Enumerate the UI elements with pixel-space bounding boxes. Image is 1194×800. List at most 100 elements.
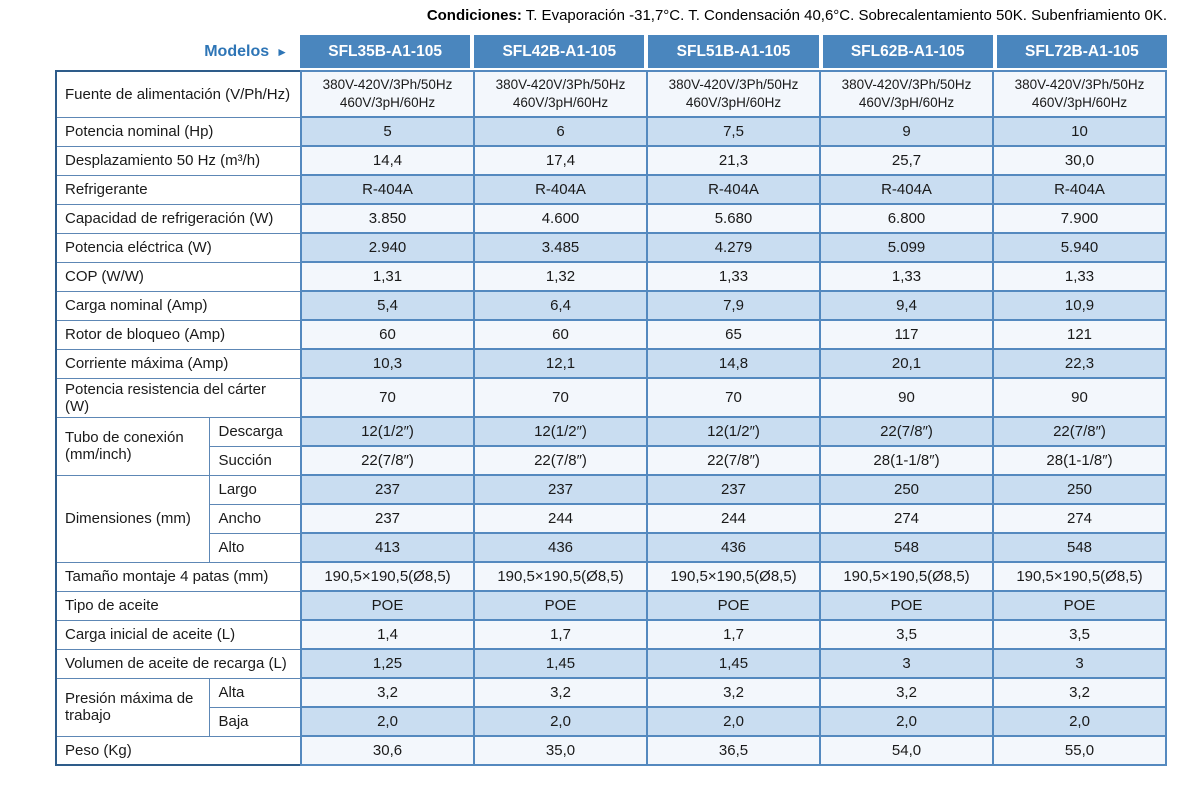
- sub-label: Alto: [208, 532, 302, 563]
- row-label: Potencia nominal (Hp): [55, 116, 302, 147]
- sub-label: Alta: [208, 677, 302, 708]
- table-row: Alto 413 436 436 548 548: [56, 532, 1167, 563]
- row-label: Potencia resistencia del cárter (W): [55, 377, 302, 418]
- value-cell: POE: [992, 590, 1167, 621]
- table-row: Rotor de bloqueo (Amp) 60 60 65 117 121: [55, 319, 1167, 350]
- table-row: Carga inicial de aceite (L) 1,4 1,7 1,7 3,5 3…: [55, 619, 1167, 650]
- value-cell: 22(7/8″): [646, 445, 821, 476]
- value-cell: R-404A: [992, 174, 1167, 205]
- value-cell: 7,5: [646, 116, 821, 147]
- value-cell: POE: [646, 590, 821, 621]
- value-cell: 60: [473, 319, 648, 350]
- value-cell: POE: [473, 590, 648, 621]
- value-cell: 3,2: [992, 677, 1167, 708]
- value-line: 380V-420V/3Ph/50Hz: [668, 77, 799, 93]
- value-cell: 5.940: [992, 232, 1167, 263]
- models-label: Modelos: [204, 42, 270, 60]
- value-cell: 237: [300, 474, 475, 505]
- table-row: Capacidad de refrigeración (W) 3.850 4.600…: [55, 203, 1167, 234]
- value-cell: 6: [473, 116, 648, 147]
- value-cell: 12(1/2″): [300, 416, 475, 447]
- value-cell: 28(1-1/8″): [819, 445, 994, 476]
- value-cell: 2,0: [473, 706, 648, 737]
- value-cell: 274: [819, 503, 994, 534]
- value-cell: R-404A: [473, 174, 648, 205]
- value-cell: 6,4: [473, 290, 648, 321]
- value-cell: 1,25: [300, 648, 475, 679]
- value-line: 460V/3pH/60Hz: [858, 95, 955, 110]
- table-row: Dimensiones (mm) Largo 237 237 237 250 250: [55, 474, 1167, 563]
- row-label: Capacidad de refrigeración (W): [55, 203, 302, 234]
- value-cell: 121: [992, 319, 1167, 350]
- value-cell: 3,5: [992, 619, 1167, 650]
- conditions-text: T. Evaporación -31,7°C. T. Condensación …: [521, 7, 1167, 24]
- value-cell: 380V-420V/3Ph/50Hz 460V/3pH/60Hz: [819, 70, 994, 118]
- value-cell: 25,7: [819, 145, 994, 176]
- value-cell: 2,0: [819, 706, 994, 737]
- value-cell: 6.800: [819, 203, 994, 234]
- row-label: Carga nominal (Amp): [55, 290, 302, 321]
- value-cell: 4.600: [473, 203, 648, 234]
- model-header-cell: SFL35B-A1-105: [300, 35, 471, 68]
- row-label: Tipo de aceite: [55, 590, 302, 621]
- table-row: Presión máxima de trabajo Alta 3,2 3,2 3,2 3,…: [55, 677, 1167, 737]
- value-cell: 22,3: [992, 348, 1167, 379]
- value-cell: 65: [646, 319, 821, 350]
- row-label: Volumen de aceite de recarga (L): [55, 648, 302, 679]
- value-cell: 30,0: [992, 145, 1167, 176]
- value-line: 460V/3pH/60Hz: [512, 95, 609, 110]
- value-cell: POE: [819, 590, 994, 621]
- value-cell: 14,8: [646, 348, 821, 379]
- value-cell: 20,1: [819, 348, 994, 379]
- value-line: 460V/3pH/60Hz: [685, 95, 782, 110]
- value-cell: 2,0: [992, 706, 1167, 737]
- value-cell: 54,0: [819, 735, 994, 766]
- value-cell: 380V-420V/3Ph/50Hz 460V/3pH/60Hz: [473, 70, 648, 118]
- value-cell: 1,7: [473, 619, 648, 650]
- value-cell: 3,5: [819, 619, 994, 650]
- value-cell: 9,4: [819, 290, 994, 321]
- table-row: Volumen de aceite de recarga (L) 1,25 1,45…: [55, 648, 1167, 679]
- value-cell: 5: [300, 116, 475, 147]
- spec-table: Fuente de alimentación (V/Ph/Hz) 380V-420…: [55, 70, 1167, 766]
- value-cell: 14,4: [300, 145, 475, 176]
- model-header-cell: SFL62B-A1-105: [822, 35, 993, 68]
- model-header-row: Modelos ► SFL35B-A1-105 SFL42B-A1-105 SF…: [55, 35, 1168, 68]
- value-cell: 10,3: [300, 348, 475, 379]
- row-label: Rotor de bloqueo (Amp): [55, 319, 302, 350]
- value-cell: 12(1/2″): [473, 416, 648, 447]
- value-line: 460V/3pH/60Hz: [1031, 95, 1128, 110]
- value-cell: 4.279: [646, 232, 821, 263]
- value-cell: 2.940: [300, 232, 475, 263]
- spec-table-body: Fuente de alimentación (V/Ph/Hz) 380V-420…: [55, 70, 1167, 766]
- table-row: Desplazamiento 50 Hz (m³/h) 14,4 17,4 21,3 2…: [55, 145, 1167, 176]
- model-header-cell: SFL72B-A1-105: [996, 35, 1168, 68]
- value-cell: 7,9: [646, 290, 821, 321]
- value-cell: 22(7/8″): [473, 445, 648, 476]
- value-cell: R-404A: [646, 174, 821, 205]
- table-row: Succión 22(7/8″) 22(7/8″) 22(7/8″) 28(1-1/8″…: [56, 445, 1167, 476]
- value-cell: 2,0: [300, 706, 475, 737]
- value-cell: 5.680: [646, 203, 821, 234]
- row-label: COP (W/W): [55, 261, 302, 292]
- value-cell: 436: [646, 532, 821, 563]
- value-cell: 1,4: [300, 619, 475, 650]
- value-cell: 250: [819, 474, 994, 505]
- table-row: Potencia nominal (Hp) 5 6 7,5 9 10: [55, 116, 1167, 147]
- value-cell: 244: [646, 503, 821, 534]
- table-row: Peso (Kg) 30,6 35,0 36,5 54,0 55,0: [55, 735, 1167, 766]
- value-line: 380V-420V/3Ph/50Hz: [841, 77, 972, 93]
- row-label: Refrigerante: [55, 174, 302, 205]
- value-cell: POE: [300, 590, 475, 621]
- value-cell: 548: [819, 532, 994, 563]
- value-line: 380V-420V/3Ph/50Hz: [322, 77, 453, 93]
- value-cell: R-404A: [819, 174, 994, 205]
- value-cell: 3,2: [473, 677, 648, 708]
- value-cell: 274: [992, 503, 1167, 534]
- value-cell: 22(7/8″): [819, 416, 994, 447]
- value-cell: 55,0: [992, 735, 1167, 766]
- value-cell: 190,5×190,5(Ø8,5): [992, 561, 1167, 592]
- value-line: 460V/3pH/60Hz: [339, 95, 436, 110]
- value-cell: R-404A: [300, 174, 475, 205]
